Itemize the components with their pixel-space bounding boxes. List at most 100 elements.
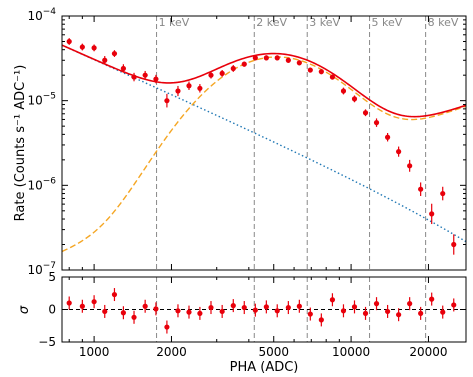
residual-point — [440, 305, 446, 319]
data-point — [186, 81, 192, 90]
data-point — [252, 55, 258, 61]
data-point — [440, 186, 446, 201]
data-point — [362, 109, 369, 117]
data-point — [219, 69, 225, 77]
data-point — [102, 56, 108, 65]
energy-marker-lines — [156, 16, 427, 270]
residual-point — [418, 306, 424, 320]
x-tick-label: 10000 — [332, 345, 370, 359]
energy-marker-label: 3 keV — [309, 16, 340, 29]
residual-point — [164, 320, 170, 334]
residual-point — [351, 300, 358, 314]
residual-point — [252, 303, 258, 317]
residual-plot-frame — [61, 276, 467, 343]
residual-point — [263, 300, 269, 314]
energy-marker-label: 1 keV — [159, 16, 190, 29]
residual-y-tick-label: 5 — [48, 270, 56, 284]
data-point — [340, 87, 347, 95]
residual-y-axis-title: σ — [17, 305, 32, 314]
energy-marker-label: 5 keV — [372, 16, 403, 29]
spectrum-panel: 1 keV 2 keV 3 keV 5 keV 8 keV 10−410−510−610… — [27, 7, 467, 277]
dashed-component-curve — [62, 56, 466, 253]
residual-point — [197, 306, 203, 320]
residual-point — [175, 304, 181, 318]
residual-point — [66, 296, 72, 310]
x-tick-labels: 1000 2000 5000 10000 20000 — [79, 345, 448, 359]
residual-y-tick-label: 0 — [48, 303, 56, 317]
data-point — [429, 203, 435, 225]
data-point — [66, 38, 72, 45]
model-curves — [62, 44, 466, 253]
data-point — [208, 71, 214, 79]
data-point — [263, 55, 269, 61]
data-points — [66, 38, 457, 255]
data-point — [318, 69, 324, 75]
y-tick-label: 10−6 — [27, 176, 56, 192]
residual-panel: 5 0 −5 1000 2000 5000 10000 20000 — [38, 270, 467, 359]
residual-point — [362, 306, 369, 320]
data-point — [153, 74, 159, 84]
residual-y-tick-label: −5 — [38, 335, 56, 349]
residual-point — [274, 304, 280, 318]
data-point — [131, 72, 137, 82]
residual-point — [296, 299, 302, 313]
residual-y-tick-labels: 5 0 −5 — [38, 270, 56, 349]
data-point — [384, 132, 391, 142]
residual-point — [120, 306, 126, 320]
data-point — [197, 84, 203, 93]
data-point — [407, 159, 413, 172]
residual-point — [329, 293, 336, 307]
data-point — [175, 85, 181, 97]
residual-point — [186, 305, 192, 319]
data-point — [351, 95, 358, 103]
spectrum-plot-frame — [61, 15, 467, 271]
y-tick-labels: 10−4 10−5 10−6 10−7 — [27, 7, 56, 277]
data-point — [241, 61, 247, 67]
energy-marker-labels: 1 keV 2 keV 3 keV 5 keV 8 keV — [159, 16, 459, 29]
data-point — [79, 43, 85, 51]
x-axis-title: PHA (ADC) — [230, 360, 299, 375]
data-point — [418, 182, 424, 196]
residual-point — [230, 299, 236, 313]
y-tick-label: 10−4 — [27, 7, 56, 23]
residual-point — [429, 292, 435, 306]
data-point — [373, 118, 380, 127]
energy-marker-label: 8 keV — [428, 16, 459, 29]
residual-point — [219, 304, 225, 318]
data-point — [329, 74, 336, 80]
residual-point — [91, 295, 97, 309]
total-model-curve — [62, 44, 466, 118]
data-point — [230, 65, 236, 72]
residual-point — [451, 298, 457, 312]
residual-point — [307, 307, 313, 321]
residual-point — [79, 299, 85, 313]
residual-point — [102, 304, 108, 318]
data-point — [91, 44, 97, 52]
dotted-component-curve — [62, 44, 466, 243]
data-point — [396, 146, 402, 157]
residual-point — [340, 304, 347, 318]
y-tick-label: 10−7 — [27, 261, 56, 277]
x-tick-label: 5000 — [258, 345, 289, 359]
residual-point — [208, 301, 214, 315]
x-tick-label: 20000 — [409, 345, 447, 359]
residual-point — [285, 301, 291, 315]
x-tick-label: 2000 — [156, 345, 187, 359]
residual-point — [153, 302, 159, 316]
residual-point — [384, 304, 391, 318]
data-point — [285, 57, 291, 63]
data-point — [120, 64, 126, 73]
residual-point — [142, 299, 148, 313]
residual-point — [407, 297, 413, 311]
residual-point — [131, 310, 137, 324]
data-point — [142, 70, 148, 80]
data-point — [164, 93, 170, 108]
residual-point — [373, 297, 380, 311]
residual-point — [111, 288, 118, 302]
data-point — [111, 50, 118, 57]
x-tick-label: 1000 — [79, 345, 110, 359]
data-point — [274, 55, 280, 61]
residual-points — [66, 288, 457, 334]
residual-point — [396, 308, 402, 322]
